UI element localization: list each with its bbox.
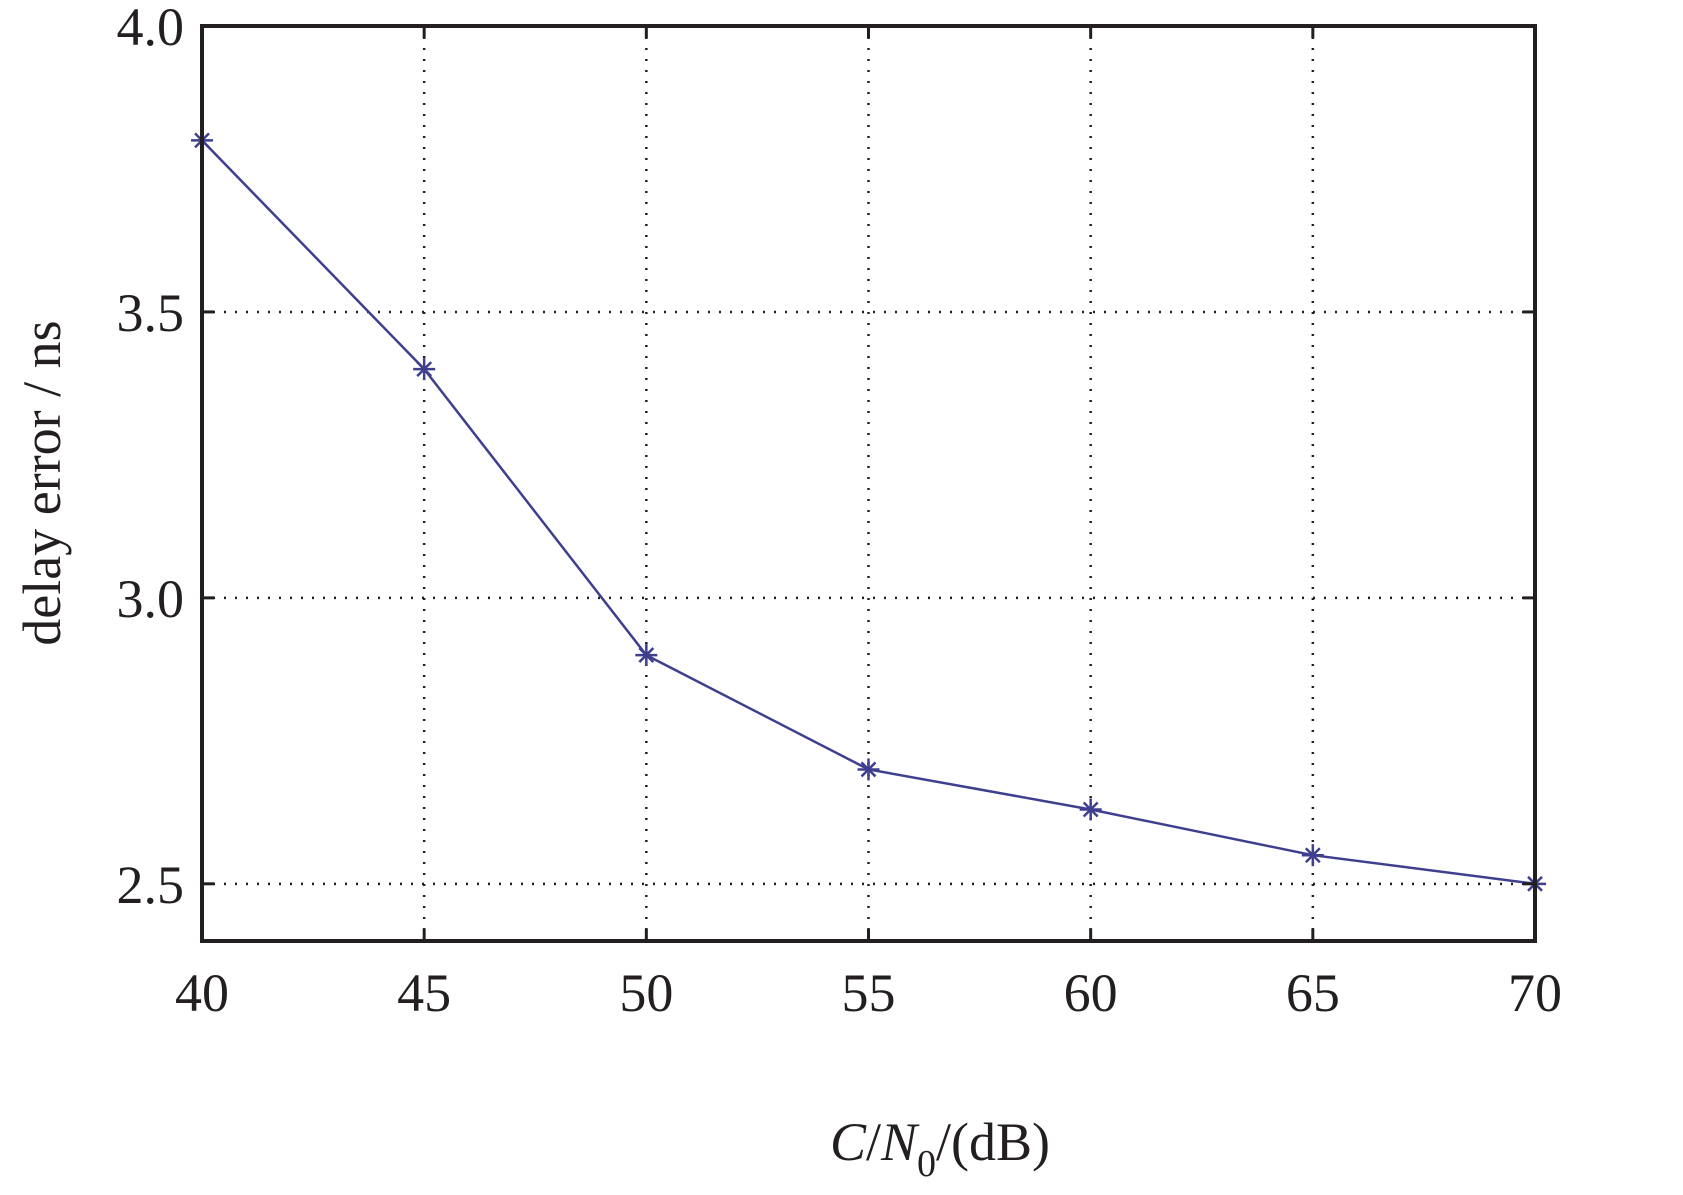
marker-stroke [638, 647, 655, 663]
marker-stroke [416, 361, 433, 378]
data-point [857, 758, 880, 781]
data-point [413, 358, 436, 381]
y-tick-label: 4.0 [117, 0, 185, 57]
x-tick-label: 55 [842, 963, 896, 1023]
x-tick-label: 65 [1286, 963, 1340, 1023]
x-tick-label: 45 [397, 963, 451, 1023]
plot-frame [200, 24, 1537, 943]
marker-stroke [860, 761, 877, 778]
x-axis-label-n: N [880, 1112, 920, 1172]
x-axis-label-subscript: 0 [917, 1143, 936, 1185]
y-tick-label: 3.5 [117, 283, 185, 343]
y-tick-label: 3.0 [117, 569, 185, 629]
x-tick-label: 50 [619, 963, 673, 1023]
x-axis-label-unit: /(dB) [936, 1112, 1050, 1172]
marker-stroke [1082, 801, 1099, 818]
tick-labels: 40 45 50 55 60 65 70 2.5 3.0 3.5 4.0 [117, 0, 1563, 1023]
series-1 [191, 129, 1546, 895]
marker-stroke [1304, 847, 1321, 864]
data-point [635, 644, 658, 667]
data-point [1301, 844, 1324, 867]
x-tick-label: 70 [1508, 963, 1562, 1023]
axes-box [200, 24, 1537, 943]
y-axis-label: delay error / ns [12, 320, 72, 645]
y-tick-label: 2.5 [117, 855, 185, 915]
x-axis-label-c: C [830, 1112, 867, 1172]
x-tick-label: 60 [1064, 963, 1118, 1023]
grid [202, 26, 1535, 941]
x-axis-label-slash: / [866, 1112, 881, 1172]
x-axis-label: C/N0/(dB) [830, 1112, 1050, 1185]
data-point [1079, 798, 1102, 821]
x-tick-label: 40 [175, 963, 229, 1023]
